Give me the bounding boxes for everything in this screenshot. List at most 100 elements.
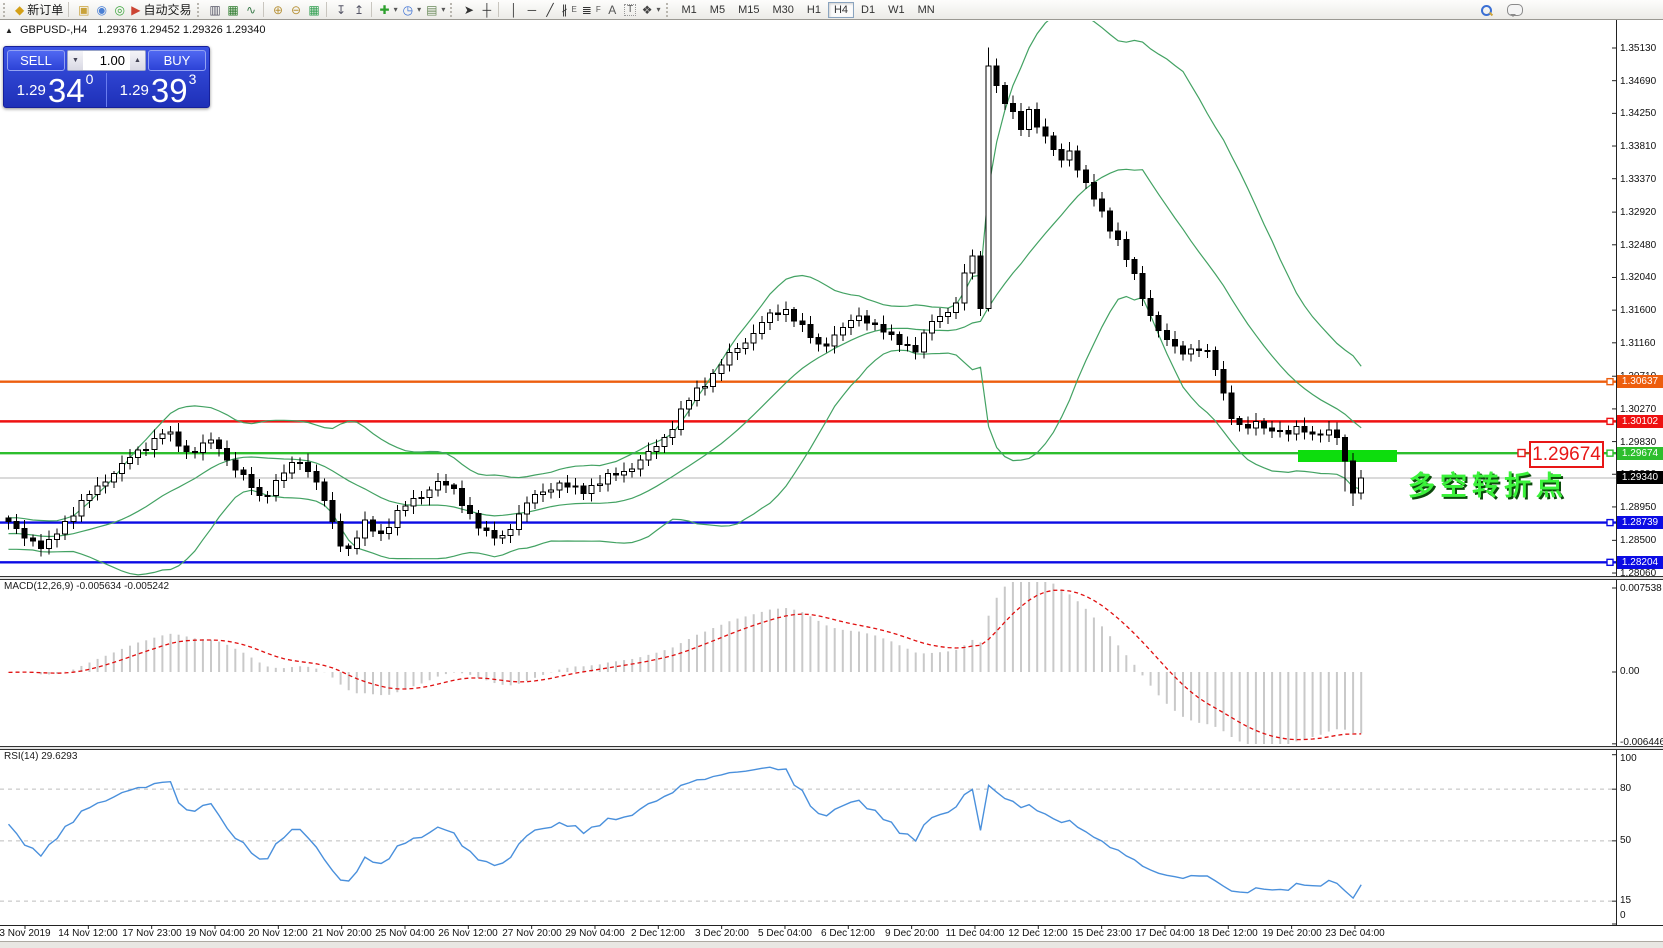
chat-button[interactable] [1505,1,1525,19]
time-axis-label: 21 Nov 20:00 [312,928,372,939]
template-icon: ▤ [426,2,438,17]
level-anchor-square[interactable] [1606,558,1614,567]
toolbar-separator [325,2,330,17]
sell-price-prefix: 1.29 [16,82,46,99]
add-indicator-icon: ✚ [379,2,390,17]
signal-icon: ◎ [114,2,125,17]
trendline-button[interactable]: ╱ [541,1,558,19]
time-axis-label: 18 Dec 12:00 [1198,928,1258,939]
chevron-down-icon: ▾ [393,5,398,14]
symbols-button[interactable]: ▣ [75,1,92,19]
add-indicator-button[interactable]: ✚ ▾ [378,1,400,19]
level-price-badge: 1.30637 [1617,375,1663,388]
chart-shift-button[interactable]: ↥ [351,1,368,19]
sell-price-sup: 0 [85,71,94,87]
level-price-badge: 1.29674 [1617,447,1663,460]
vertical-line-button[interactable]: │ [505,1,522,19]
level-anchor-square[interactable] [1606,417,1614,426]
timeframe-h1[interactable]: H1 [801,2,827,18]
toolbar-separator [370,2,375,17]
toolbar-right-group [1478,1,1525,19]
price-axis-tick-label: 1.32040 [1620,272,1657,283]
fibonacci-icon: ≣ [581,2,592,17]
candle-chart-button[interactable]: ▦ [225,1,242,19]
volume-increase-button[interactable]: ▲ [130,51,145,70]
timeframe-m30[interactable]: M30 [766,2,799,18]
turning-point-note[interactable]: 多空转折点 [1408,471,1568,501]
zoom-out-icon: ⊖ [290,2,302,17]
timeframe-h4[interactable]: H4 [827,1,855,18]
buy-price-big: 39 [150,71,188,109]
search-icon [1480,4,1493,17]
new-order-label: 新订单 [27,3,64,17]
price-axis-tick-label: 1.28950 [1620,502,1657,513]
price-axis-tick-label: 1.32480 [1620,240,1657,251]
level-price-badge: 1.30102 [1617,415,1663,428]
level-anchor-square[interactable] [1606,518,1614,527]
horizontal-line-button[interactable]: ─ [523,1,540,19]
level-anchor-square[interactable] [1606,449,1614,457]
toolbar-grip[interactable] [196,2,204,17]
price-callout-box[interactable]: 1.29674 [1529,441,1604,468]
search-button[interactable] [1478,1,1495,19]
volume-decrease-button[interactable]: ▼ [68,51,83,70]
clock-icon: ◷ [402,2,414,17]
toolbar-grip[interactable] [665,2,673,17]
rsi-axis-label: 0 [1620,910,1626,921]
trade-panel-toggle-icon[interactable]: ▲ [5,26,13,35]
level-anchor-square[interactable] [1606,377,1614,386]
time-axis-label: 11 Dec 04:00 [945,928,1005,939]
timeframe-w1[interactable]: W1 [882,2,911,18]
toolbar-grip[interactable] [450,2,457,17]
level-price-badge: 1.28204 [1617,556,1663,569]
macd-histogram [7,582,1363,744]
sell-button[interactable]: SELL [7,50,65,71]
buy-price[interactable]: 1.29 39 3 [107,71,209,109]
bar-chart-button[interactable]: ▥ [207,1,224,19]
arrows-button[interactable]: ❖ ▾ [640,1,663,19]
toolbar-separator [498,2,502,17]
time-axis-label: 9 Dec 20:00 [885,928,939,939]
toolbar-grip[interactable] [3,2,10,17]
fibonacci-button[interactable]: ≣ F [580,1,603,19]
data-feed-button[interactable]: ◎ [111,1,128,19]
periods-button[interactable]: ◷ ▾ [401,1,424,19]
profile-icon: ◉ [96,2,107,17]
sell-price[interactable]: 1.29 34 0 [4,71,107,107]
timeframe-d1[interactable]: D1 [855,2,881,18]
buy-button[interactable]: BUY [148,50,206,71]
cursor-button[interactable]: ➤ [460,1,477,19]
line-chart-button[interactable]: ∿ [243,1,260,19]
line-chart-icon: ∿ [245,2,257,17]
buy-price-sup: 3 [188,71,197,87]
rsi-panel-splitter[interactable] [0,746,1663,750]
macd-panel-splitter[interactable] [0,576,1663,580]
text-label-icon: T [624,3,637,16]
timeframe-m15[interactable]: M15 [732,2,765,18]
auto-trading-button[interactable]: ▶ 自动交易 [129,1,193,19]
timeframe-mn[interactable]: MN [912,2,941,18]
tile-windows-button[interactable]: ▦ [306,1,323,19]
candlestick-chart-icon: ▦ [227,2,239,17]
zoom-out-button[interactable]: ⊖ [288,1,305,19]
timeframe-m5[interactable]: M5 [704,2,731,18]
text-tool-button[interactable]: A [604,1,621,19]
templates-button[interactable]: ▤ ▾ [424,1,447,19]
time-axis-label: 29 Nov 04:00 [565,928,625,939]
channel-letter: E [571,5,577,14]
crosshair-button[interactable]: ┼ [478,1,495,19]
time-axis-label: 3 Nov 2019 [0,928,51,939]
new-order-button[interactable]: ◆ 新订单 [13,1,65,19]
callout-anchor-square[interactable] [1517,448,1526,458]
zoom-in-button[interactable]: ⊕ [270,1,287,19]
symbols-icon: ▣ [78,2,90,17]
volume-value[interactable]: 1.00 [99,53,125,68]
channel-button[interactable]: ∦ E [559,1,578,19]
ohlc-values: 1.29376 1.29452 1.29326 1.29340 [97,24,266,36]
profiles-button[interactable]: ◉ [93,1,110,19]
scroll-to-end-button[interactable]: ↧ [333,1,350,19]
text-label-button[interactable]: T [622,1,639,19]
timeframe-m1[interactable]: M1 [676,2,703,18]
